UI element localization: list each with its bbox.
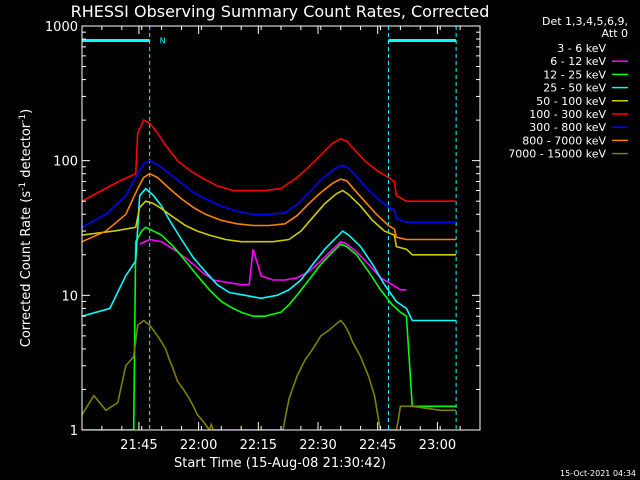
series-line [82,319,457,430]
legend-label: 12 - 25 keV [543,68,606,81]
series-line [82,159,457,229]
x-axis-label: Start Time (15-Aug-08 21:30:42) [174,456,386,471]
series-line [82,119,457,202]
legend-label: 50 - 100 keV [536,95,606,108]
flag-label: N [160,37,166,46]
x-tick-label: 23:00 [419,438,456,453]
series-line [82,187,457,322]
legend-label: 3 - 6 keV [557,42,606,55]
x-tick-label: 22:15 [240,438,277,453]
series-line [82,172,457,243]
legend-label: 800 - 7000 keV [522,134,606,147]
series-line [82,245,407,318]
legend-header-line-2: Att 0 [602,27,628,40]
footer-timestamp: 15-Oct-2021 04:34 [560,469,636,478]
chart-title: RHESSI Observing Summary Count Rates, Co… [71,2,490,21]
y-tick-label: 10 [61,289,78,304]
legend-label: 25 - 50 keV [543,82,606,95]
x-tick-label: 21:45 [120,438,157,453]
x-tick-label: 22:00 [180,438,217,453]
legend-label: 100 - 300 keV [529,108,606,121]
legend-label: 300 - 800 keV [529,121,606,134]
y-tick-label: 1000 [45,20,78,35]
y-tick-label: 1 [70,424,78,439]
series-line [139,238,407,291]
legend-header-line-1: Det 1,3,4,5,6,9, [542,15,628,28]
series-line [82,226,457,430]
legend-label: 7000 - 15000 keV [508,148,606,161]
series-line [82,189,457,256]
y-tick-label: 100 [53,155,78,170]
y-axis-label: Corrected Count Rate (s-1 detector-1) [18,109,34,347]
x-tick-label: 22:30 [299,438,336,453]
legend-label: 6 - 12 keV [550,55,606,68]
x-tick-label: 22:45 [359,438,396,453]
plot-area: N [82,26,457,430]
